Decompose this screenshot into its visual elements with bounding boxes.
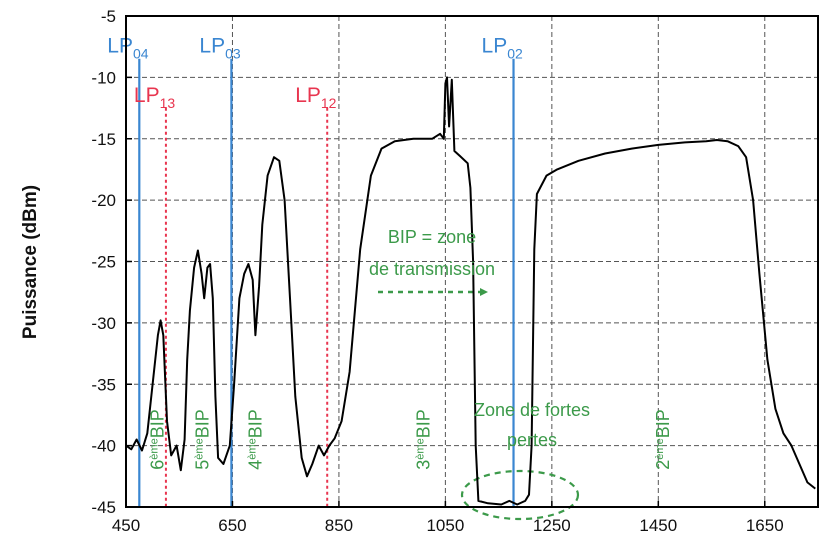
pertes-ellipse [460, 469, 580, 521]
transmission-label-line1: BIP = zone [388, 227, 476, 247]
bip-label: 6èmeBIP [147, 409, 167, 469]
y-tick-label: -25 [91, 253, 116, 272]
pertes-label-line2: pertes [507, 430, 557, 450]
x-tick-label: 850 [325, 516, 353, 535]
bip-label: 4èmeBIP [246, 409, 266, 469]
x-tick-label: 1450 [639, 516, 677, 535]
mode-marker-label: LP03 [199, 35, 240, 62]
x-tick-label: 1050 [426, 516, 464, 535]
y-tick-label: -5 [101, 7, 116, 26]
bip-labels: 6èmeBIP 5èmeBIP 4èmeBIP 3èmeBIP 2èmeBIP [147, 409, 673, 469]
y-tick-label: -10 [91, 68, 116, 87]
bip-label: 2èmeBIP [653, 409, 673, 469]
transmission-label-line2: de transmission [369, 259, 495, 279]
annotation-shapes [378, 288, 580, 521]
series [125, 76, 816, 506]
y-tick-label: -15 [91, 130, 116, 149]
mode-marker-label: LP13 [134, 84, 175, 111]
bip-label: 5èmeBIP [193, 409, 213, 469]
x-tick-label: 1250 [533, 516, 571, 535]
mode-marker-label: LP12 [295, 84, 336, 111]
mode-marker-label: LP04 [107, 35, 148, 62]
y-tick-label: -35 [91, 375, 116, 394]
mode-marker-label: LP02 [482, 35, 523, 62]
axis-ticks: 450 650 850 1050 1250 1450 1650 -5 -10 -15 -20 -25 -… [91, 7, 783, 535]
annotation-text: BIP = zone de transmission Zone de forte… [369, 227, 590, 450]
y-axis-label: Puissance (dBm) [20, 185, 41, 339]
series-line [125, 76, 816, 506]
y-tick-label: -45 [91, 498, 116, 517]
bip-label: 3èmeBIP [413, 409, 433, 469]
y-tick-label: -20 [91, 191, 116, 210]
y-tick-label: -40 [91, 437, 116, 456]
x-tick-label: 650 [218, 516, 246, 535]
x-tick-label: 450 [112, 516, 140, 535]
y-tick-label: -30 [91, 314, 116, 333]
pertes-label-line1: Zone de fortes [474, 400, 590, 420]
x-tick-label: 1650 [746, 516, 784, 535]
transmission-arrowhead [480, 288, 488, 296]
